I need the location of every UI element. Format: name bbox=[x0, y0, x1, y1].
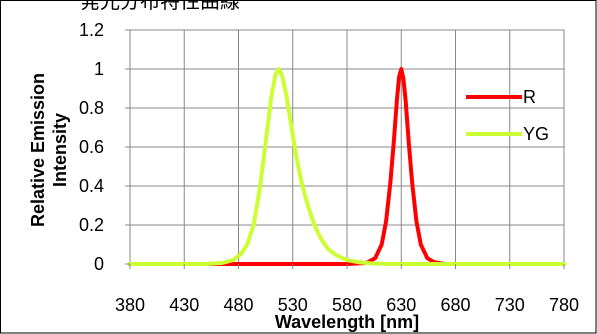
x-tick-label: 530 bbox=[278, 295, 308, 315]
x-axis-ticks: 380 430 480 530 580 630 680 730 780 bbox=[115, 264, 579, 315]
x-tick-label: 780 bbox=[549, 295, 579, 315]
y-tick-label: 0 bbox=[94, 254, 104, 274]
legend-label-r: R bbox=[523, 87, 536, 107]
x-tick-label: 580 bbox=[332, 295, 362, 315]
y-tick-label: 0.6 bbox=[79, 137, 104, 157]
x-tick-label: 480 bbox=[223, 295, 253, 315]
series-line-yg bbox=[128, 67, 566, 266]
y-tick-label: 0.8 bbox=[79, 98, 104, 118]
y-axis-title-line: Relative Emission bbox=[28, 73, 48, 227]
y-axis-ticks: 0 0.2 0.4 0.6 0.8 1 1.2 bbox=[79, 20, 130, 274]
x-tick-label: 630 bbox=[386, 295, 416, 315]
y-axis-title-line: Intensity bbox=[50, 113, 70, 187]
x-tick-label: 430 bbox=[169, 295, 199, 315]
x-axis-title: Wavelength [nm] bbox=[275, 312, 419, 332]
series-line-r bbox=[128, 67, 566, 266]
legend-label-yg: YG bbox=[523, 124, 549, 144]
legend: R YG bbox=[466, 87, 549, 144]
x-tick-label: 730 bbox=[495, 295, 525, 315]
x-tick-label: 680 bbox=[440, 295, 470, 315]
y-tick-label: 0.2 bbox=[79, 215, 104, 235]
chart-title: 発光分布特性曲線 bbox=[80, 0, 240, 13]
y-tick-label: 1 bbox=[94, 59, 104, 79]
y-axis-title: Relative Emission Intensity bbox=[28, 73, 70, 227]
y-tick-label: 0.4 bbox=[79, 176, 104, 196]
y-tick-label: 1.2 bbox=[79, 20, 104, 40]
series-layer bbox=[128, 67, 566, 266]
x-tick-label: 380 bbox=[115, 295, 145, 315]
gridlines bbox=[129, 29, 565, 265]
